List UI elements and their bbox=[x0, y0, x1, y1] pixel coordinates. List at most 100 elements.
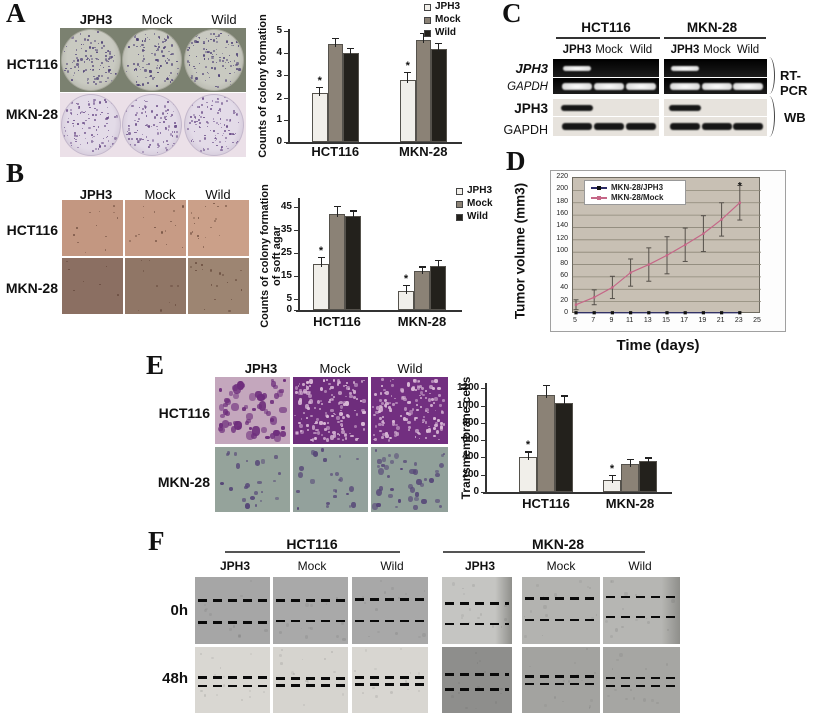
speckle-dot bbox=[85, 58, 88, 61]
colony-dish-image bbox=[184, 29, 244, 91]
speckle-dot bbox=[257, 394, 265, 401]
speckle-dot bbox=[295, 391, 299, 395]
soft-agar-photo-mkn-28-wild bbox=[188, 258, 249, 314]
speckle-dot bbox=[232, 624, 236, 628]
speckle-dot bbox=[406, 688, 409, 690]
speckle-dot bbox=[136, 39, 139, 42]
speckle-dot bbox=[116, 115, 118, 117]
speckle-dot bbox=[395, 401, 398, 405]
speckle-dot bbox=[393, 452, 399, 460]
speckle-dot bbox=[141, 40, 144, 42]
speckle-dot bbox=[157, 48, 160, 51]
speckle-dot bbox=[425, 390, 428, 393]
speckle-dot bbox=[231, 141, 234, 144]
speckle-dot bbox=[422, 415, 425, 419]
speckle-dot bbox=[351, 502, 356, 508]
speckle-dot bbox=[372, 438, 375, 441]
speckle-dot bbox=[385, 402, 389, 405]
panel-a-row-label-mkn-28: MKN-28 bbox=[5, 106, 58, 122]
speckle-dot bbox=[218, 59, 221, 62]
speckle-dot bbox=[420, 397, 423, 400]
speckle-dot bbox=[89, 42, 92, 45]
speckle-dot bbox=[198, 63, 201, 65]
panel-e-label: E bbox=[146, 350, 165, 380]
speckle-dot bbox=[141, 133, 144, 135]
chart-d-legend-marker-1 bbox=[597, 195, 601, 200]
speckle-dot bbox=[233, 421, 242, 430]
chart-d-y-axis-label: Tumor volume (mm3) bbox=[512, 182, 528, 320]
speckle-dot bbox=[438, 394, 441, 397]
speckle-dot bbox=[395, 505, 398, 509]
speckle-dot bbox=[105, 51, 108, 54]
speckle-dot bbox=[322, 379, 326, 383]
speckle-dot bbox=[173, 209, 176, 212]
speckle-dot bbox=[211, 61, 214, 63]
speckle-dot bbox=[69, 101, 71, 104]
speckle-dot bbox=[205, 38, 207, 40]
speckle-dot bbox=[125, 37, 127, 40]
speckle-dot bbox=[73, 74, 75, 76]
speckle-dot bbox=[235, 64, 238, 67]
chart-d-x-tick-label: 13 bbox=[643, 317, 652, 324]
speckle-dot bbox=[215, 61, 218, 63]
speckle-dot bbox=[233, 64, 235, 67]
speckle-dot bbox=[421, 386, 425, 391]
panel-c-group-header-mkn-28: MKN-28 bbox=[686, 20, 738, 35]
speckle-dot bbox=[595, 614, 598, 616]
speckle-dot bbox=[137, 142, 139, 144]
speckle-dot bbox=[421, 419, 425, 422]
speckle-dot bbox=[340, 620, 344, 625]
y-tick-label: 0 bbox=[276, 136, 282, 147]
speckle-dot bbox=[88, 118, 91, 120]
y-tick-label: 2 bbox=[276, 91, 282, 103]
legend-swatch-mock bbox=[456, 201, 463, 208]
speckle-dot bbox=[77, 65, 80, 68]
speckle-dot bbox=[315, 428, 319, 432]
speckle-dot bbox=[138, 65, 141, 67]
speckle-dot bbox=[392, 403, 395, 406]
speckle-dot bbox=[338, 476, 344, 483]
speckle-dot bbox=[362, 411, 366, 414]
speckle-dot bbox=[78, 106, 81, 109]
speckle-dot bbox=[233, 452, 238, 456]
speckle-dot bbox=[173, 144, 175, 146]
speckle-dot bbox=[543, 604, 547, 610]
speckle-dot bbox=[422, 393, 426, 397]
speckle-dot bbox=[417, 432, 422, 436]
speckle-dot bbox=[169, 81, 172, 84]
speckle-dot bbox=[414, 436, 417, 438]
speckle-dot bbox=[309, 379, 314, 384]
speckle-dot bbox=[73, 138, 76, 140]
speckle-dot bbox=[266, 410, 272, 416]
speckle-dot bbox=[148, 70, 150, 71]
speckle-dot bbox=[394, 433, 397, 437]
speckle-dot bbox=[475, 708, 477, 710]
speckle-dot bbox=[171, 52, 174, 55]
speckle-dot bbox=[164, 46, 166, 48]
speckle-dot bbox=[306, 416, 309, 419]
speckle-dot bbox=[153, 33, 156, 35]
speckle-dot bbox=[63, 134, 66, 137]
speckle-dot bbox=[136, 80, 138, 83]
speckle-dot bbox=[303, 703, 306, 707]
speckle-dot bbox=[201, 264, 203, 266]
speckle-dot bbox=[174, 121, 177, 124]
speckle-dot bbox=[188, 139, 190, 141]
y-tick-label: 1200 bbox=[457, 382, 480, 394]
speckle-dot bbox=[299, 390, 303, 395]
speckle-dot bbox=[451, 582, 455, 587]
speckle-dot bbox=[88, 126, 91, 129]
speckle-dot bbox=[219, 118, 222, 120]
speckle-dot bbox=[400, 648, 402, 650]
speckle-dot bbox=[94, 113, 97, 116]
speckle-dot bbox=[71, 79, 73, 81]
speckle-dot bbox=[77, 59, 80, 63]
error-bar-cap bbox=[418, 266, 426, 268]
speckle-dot bbox=[195, 262, 197, 264]
y-tick-label: 45 bbox=[280, 200, 292, 212]
speckle-dot bbox=[72, 59, 75, 62]
speckle-dot bbox=[208, 51, 210, 53]
speckle-dot bbox=[212, 56, 214, 58]
speckle-dot bbox=[261, 427, 268, 434]
speckle-dot bbox=[349, 434, 354, 438]
